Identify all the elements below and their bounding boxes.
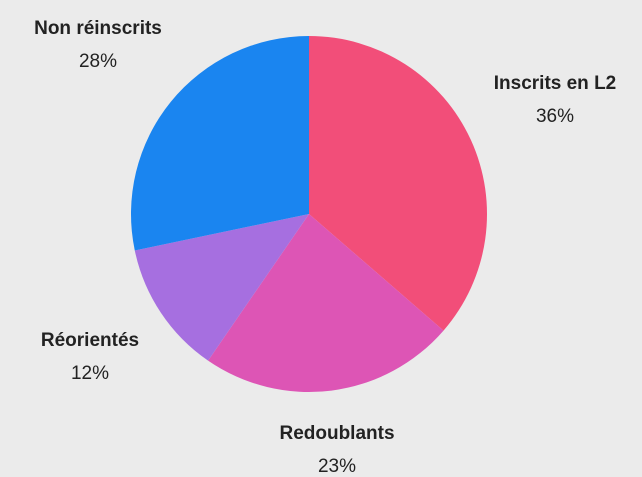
value-label: 36%	[536, 106, 574, 127]
value-label: 12%	[71, 363, 109, 384]
pie-slice	[208, 214, 444, 393]
slice-label: Inscrits en L2	[494, 73, 617, 94]
value-label: 28%	[79, 51, 117, 72]
pie-slice	[309, 36, 487, 331]
value-label: 23%	[318, 456, 356, 477]
slice-label: Redoublants	[279, 423, 394, 444]
pie-slice	[130, 36, 309, 251]
slice-label: Réorientés	[41, 330, 139, 351]
slice-label: Non réinscrits	[34, 18, 162, 39]
pie-slice	[134, 214, 309, 361]
